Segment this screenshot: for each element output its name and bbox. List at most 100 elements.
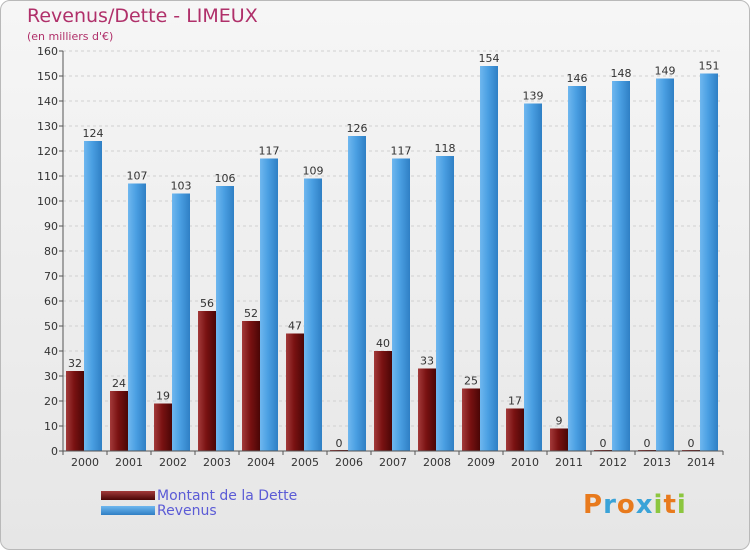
chart-subtitle: (en milliers d'€) (27, 30, 114, 43)
bar-debt (374, 351, 392, 451)
x-tick-label: 2012 (599, 456, 627, 469)
x-tick-label: 2005 (291, 456, 319, 469)
y-tick-label: 160 (37, 45, 58, 58)
logo-letter: t (663, 490, 677, 520)
bar-debt (462, 388, 480, 451)
data-label-debt: 0 (644, 437, 651, 450)
legend: Montant de la Dette Revenus (101, 487, 298, 519)
legend-swatch-debt (101, 491, 155, 500)
data-label-debt: 9 (556, 415, 563, 428)
data-label-revenus: 103 (171, 180, 192, 193)
y-tick-label: 140 (37, 95, 58, 108)
legend-item-revenus: Revenus (101, 502, 297, 519)
legend-label-debt: Montant de la Dette (157, 487, 298, 504)
data-label-debt: 0 (688, 437, 695, 450)
legend-label-revenus: Revenus (157, 502, 217, 519)
y-tick-label: 130 (37, 120, 58, 133)
data-label-revenus: 151 (699, 60, 720, 73)
bar-debt (242, 321, 260, 451)
data-label-debt: 40 (376, 337, 390, 350)
data-label-revenus: 109 (303, 165, 324, 178)
logo-letter: r (603, 490, 617, 520)
x-tick-label: 2008 (423, 456, 451, 469)
data-label-revenus: 124 (83, 127, 104, 140)
bar-debt (550, 428, 568, 451)
y-tick-label: 150 (37, 70, 58, 83)
y-tick-label: 0 (51, 445, 58, 458)
x-tick-label: 2000 (71, 456, 99, 469)
data-label-debt: 47 (288, 320, 302, 333)
legend-swatch-revenus (101, 506, 155, 515)
data-label-revenus: 117 (259, 145, 280, 158)
x-tick-label: 2006 (335, 456, 363, 469)
y-tick-label: 120 (37, 145, 58, 158)
y-tick-label: 10 (44, 420, 58, 433)
proxiti-logo: Proxiti (583, 490, 687, 520)
bar-revenus (524, 103, 542, 451)
chart-title: Revenus/Dette - LIMEUX (27, 5, 258, 27)
bar-debt (110, 391, 128, 451)
bar-revenus (260, 158, 278, 451)
data-label-debt: 19 (156, 390, 170, 403)
data-label-debt: 32 (68, 357, 82, 370)
bar-revenus (700, 73, 718, 451)
bar-debt (198, 311, 216, 451)
y-tick-label: 80 (44, 245, 58, 258)
y-tick-label: 20 (44, 395, 58, 408)
data-label-debt: 0 (336, 437, 343, 450)
data-label-revenus: 118 (435, 142, 456, 155)
bar-revenus (392, 158, 410, 451)
y-tick-label: 50 (44, 320, 58, 333)
bar-debt (154, 403, 172, 451)
x-tick-label: 2011 (555, 456, 583, 469)
logo-letter: i (676, 490, 687, 520)
data-label-debt: 56 (200, 297, 214, 310)
data-label-debt: 33 (420, 355, 434, 368)
data-label-revenus: 154 (479, 52, 500, 65)
data-label-revenus: 126 (347, 122, 368, 135)
x-tick-label: 2009 (467, 456, 495, 469)
bar-revenus (128, 183, 146, 451)
y-tick-label: 100 (37, 195, 58, 208)
bar-debt (418, 368, 436, 451)
bar-revenus (348, 136, 366, 451)
x-tick-label: 2003 (203, 456, 231, 469)
x-tick-label: 2004 (247, 456, 275, 469)
x-tick-label: 2010 (511, 456, 539, 469)
data-label-debt: 0 (600, 437, 607, 450)
bar-revenus (480, 66, 498, 451)
bar-revenus (612, 81, 630, 451)
x-tick-label: 2014 (687, 456, 715, 469)
data-label-revenus: 149 (655, 65, 676, 78)
x-tick-label: 2002 (159, 456, 187, 469)
data-label-debt: 17 (508, 395, 522, 408)
data-label-revenus: 107 (127, 170, 148, 183)
data-label-revenus: 117 (391, 145, 412, 158)
bar-revenus (304, 178, 322, 451)
bar-revenus (656, 78, 674, 451)
logo-letter: o (616, 490, 636, 520)
bar-revenus (568, 86, 586, 451)
x-tick-label: 2013 (643, 456, 671, 469)
y-tick-label: 70 (44, 270, 58, 283)
bar-revenus (216, 186, 234, 451)
x-tick-label: 2007 (379, 456, 407, 469)
bar-debt (506, 408, 524, 451)
y-tick-label: 30 (44, 370, 58, 383)
data-label-debt: 25 (464, 375, 478, 388)
logo-letter: x (635, 490, 654, 520)
y-tick-label: 40 (44, 345, 58, 358)
data-label-debt: 24 (112, 377, 126, 390)
bar-revenus (172, 193, 190, 451)
data-label-debt: 52 (244, 307, 258, 320)
data-label-revenus: 146 (567, 72, 588, 85)
bar-debt (66, 371, 84, 451)
legend-item-debt: Montant de la Dette (101, 487, 298, 504)
x-tick-label: 2001 (115, 456, 143, 469)
data-label-revenus: 148 (611, 67, 632, 80)
logo-letter: i (653, 490, 664, 520)
bar-revenus (436, 156, 454, 451)
bar-debt (286, 333, 304, 451)
